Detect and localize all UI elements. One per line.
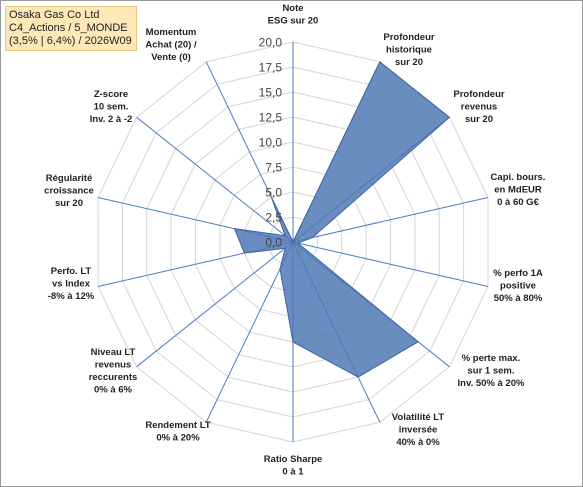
axis-spoke xyxy=(205,241,294,423)
title-line-stats: (3,5% | 6,4%) / 2026W09 xyxy=(9,35,132,47)
axis-label: Capi. bours. en MdEUR 0 à 60 G€ xyxy=(491,172,546,208)
axis-label: Rendement LT 0% à 20% xyxy=(145,420,210,444)
axis-label: Note ESG sur 20 xyxy=(268,3,319,27)
axis-label: Régularité croissance sur 20 xyxy=(44,173,94,209)
tick-label: 10,0 xyxy=(259,136,283,150)
axis-label: Niveau LT revenus reccurents 0% à 6% xyxy=(89,347,138,396)
title-line-category: C4_Actions / 5_MONDE xyxy=(9,22,128,34)
axis-label: Momentum Achat (20) / Vente (0) xyxy=(145,27,197,63)
axis-label: Perfo. LT vs Index -8% à 12% xyxy=(48,266,95,302)
axis-label: Z-score 10 sem. Inv. 2 à -2 xyxy=(90,89,133,125)
radar-tick-labels: 0,0 2,5 5,0 7,5 10,0 12,5 15,0 17,5 20,0 xyxy=(259,36,283,250)
series-area xyxy=(233,61,451,378)
title-line-company: Osaka Gas Co Ltd xyxy=(9,9,100,21)
axis-label: Ratio Sharpe 0 à 1 xyxy=(264,454,323,478)
tick-label: 2,5 xyxy=(265,211,282,225)
tick-label: 7,5 xyxy=(265,161,282,175)
axis-label: Volatilité LT inversée 40% à 0% xyxy=(392,412,445,448)
axis-label: Profondeur revenus sur 20 xyxy=(453,89,504,125)
axis-spoke xyxy=(292,197,489,243)
axis-spoke xyxy=(136,241,294,368)
tick-label: 20,0 xyxy=(259,36,283,50)
tick-label: 17,5 xyxy=(259,61,283,75)
axis-spoke xyxy=(136,116,294,243)
axis-spoke xyxy=(292,241,489,287)
radar-axis-labels: Note ESG sur 20 Profondeur historique sur 20… xyxy=(44,3,545,478)
radar-series-layer xyxy=(233,61,451,378)
chart-title-box: Osaka Gas Co Ltd C4_Actions / 5_MONDE (3… xyxy=(5,6,137,51)
axis-label: Profondeur historique sur 20 xyxy=(383,32,434,68)
tick-label: 12,5 xyxy=(259,111,283,125)
tick-label: 5,0 xyxy=(265,186,282,200)
tick-label: 15,0 xyxy=(259,86,283,100)
axis-label: % perfo 1A positive 50% à 80% xyxy=(493,268,543,304)
tick-label: 0,0 xyxy=(265,236,282,250)
axis-label: % perte max. sur 1 sem. Inv. 50% à 20% xyxy=(458,353,525,389)
